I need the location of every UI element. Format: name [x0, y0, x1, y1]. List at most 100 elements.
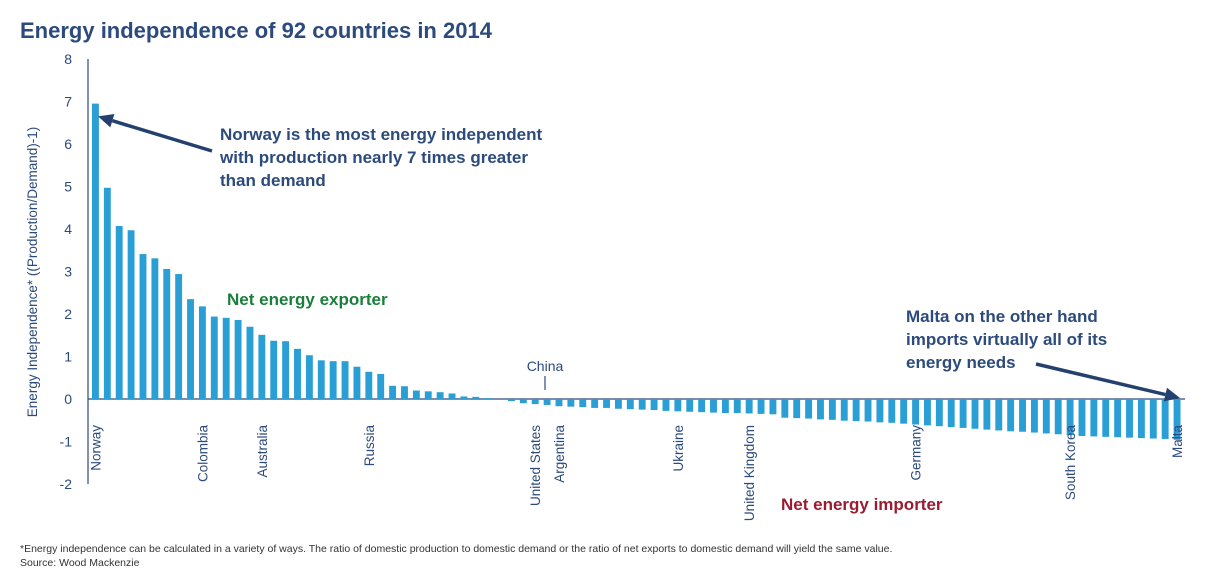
bar — [781, 399, 789, 418]
bar — [603, 399, 610, 408]
country-label: Australia — [255, 425, 270, 478]
norway-arrow-head — [98, 114, 115, 128]
bar — [234, 319, 242, 399]
malta-arrow-head — [1163, 387, 1180, 402]
country-label: Colombia — [195, 425, 210, 483]
bar — [852, 399, 860, 422]
country-label: South Korea — [1063, 425, 1078, 501]
bar — [353, 366, 361, 399]
china-callout: China — [527, 358, 563, 390]
y-axis-label: Energy Independence* ((Production/Demand… — [25, 127, 40, 417]
bar — [282, 341, 290, 399]
y-tick-label: 1 — [64, 349, 72, 365]
bar — [448, 393, 456, 399]
norway-annotation-line: Norway is the most energy independent — [220, 125, 542, 144]
country-label: Ukraine — [671, 425, 686, 472]
norway-annotation-line: than demand — [220, 171, 326, 190]
y-tick-label: 5 — [64, 179, 72, 195]
malta-annotation-line: imports virtually all of its — [906, 330, 1107, 349]
bar — [864, 399, 872, 422]
bar — [1078, 399, 1086, 436]
y-tick-label: -1 — [60, 434, 73, 450]
bar — [1042, 399, 1050, 434]
bar — [828, 399, 836, 420]
bar — [151, 258, 159, 399]
bar — [805, 399, 813, 419]
bar — [983, 399, 991, 430]
bar — [1173, 399, 1181, 440]
bar — [591, 399, 599, 408]
bar — [817, 399, 824, 420]
bar — [912, 399, 920, 425]
bar — [139, 254, 147, 399]
bar — [1066, 399, 1074, 436]
bar — [638, 399, 646, 410]
bar — [1126, 399, 1133, 438]
bar — [745, 399, 753, 414]
bar — [210, 316, 218, 399]
malta-annotation-line: Malta on the other hand — [906, 307, 1098, 326]
y-tick-label: 6 — [64, 136, 72, 152]
bar — [412, 390, 420, 399]
bar — [769, 399, 777, 415]
bar — [508, 399, 515, 402]
malta-annotation: Malta on the other hand imports virtually… — [906, 307, 1180, 402]
country-label: Argentina — [552, 425, 567, 483]
bar — [840, 399, 848, 421]
bar — [686, 399, 694, 412]
bar — [484, 398, 492, 399]
bar — [959, 399, 967, 428]
country-label: Germany — [909, 425, 924, 481]
bar — [721, 399, 729, 414]
bar — [888, 399, 896, 423]
bar — [472, 396, 480, 400]
bar — [175, 274, 183, 399]
country-labels: Norway Colombia Australia Russia United Stat… — [88, 425, 1185, 522]
bar — [377, 373, 385, 399]
bar — [436, 392, 444, 399]
country-label: Malta — [1170, 425, 1185, 459]
bar — [698, 399, 706, 413]
bar — [1090, 399, 1098, 437]
bar — [401, 386, 408, 399]
bar — [460, 396, 468, 399]
bar — [198, 306, 206, 399]
bar — [1137, 399, 1145, 439]
country-label: United Kingdom — [742, 425, 757, 521]
bar — [971, 399, 979, 429]
bar — [246, 326, 254, 399]
bar — [733, 399, 741, 414]
bar — [614, 399, 622, 409]
bar — [710, 399, 717, 413]
malta-annotation-line: energy needs — [906, 353, 1016, 372]
bar — [258, 334, 266, 399]
y-tick-label: 8 — [64, 51, 72, 67]
bar — [757, 399, 765, 414]
bar — [579, 399, 587, 408]
y-tick-label: -2 — [60, 476, 73, 492]
bar — [995, 399, 1003, 431]
bar — [626, 399, 634, 410]
bar — [555, 399, 563, 407]
bar — [519, 399, 527, 404]
country-label: United States — [528, 425, 543, 506]
bar — [876, 399, 884, 423]
bar — [567, 399, 575, 407]
malta-arrow-shaft — [1035, 362, 1166, 397]
country-label: Norway — [88, 425, 103, 471]
y-tick-label: 0 — [64, 391, 72, 407]
footnote: *Energy independence can be calculated i… — [20, 543, 892, 555]
bar — [424, 391, 432, 399]
net-importer-label: Net energy importer — [781, 495, 943, 514]
bar — [103, 187, 111, 399]
bar — [365, 371, 373, 399]
bar — [329, 361, 337, 399]
bar — [947, 399, 955, 428]
y-tick-label: 7 — [64, 94, 72, 110]
bar — [187, 299, 194, 400]
bar — [674, 399, 682, 412]
bar — [662, 399, 670, 411]
bars — [92, 103, 1181, 440]
bar — [341, 361, 349, 399]
